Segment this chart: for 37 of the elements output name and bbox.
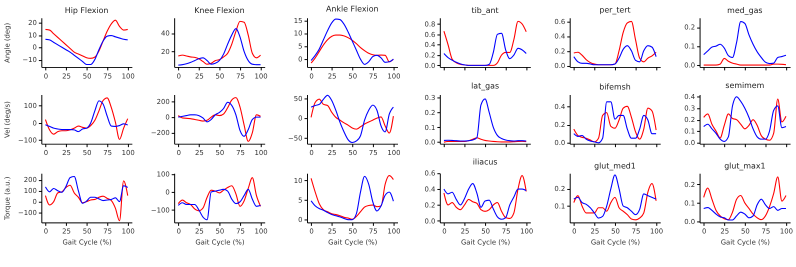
chart-title: Hip Flexion	[64, 6, 108, 15]
line-series	[310, 94, 394, 144]
line-series	[44, 176, 128, 204]
chart-title: glut_max1	[724, 161, 766, 170]
chart-title: tib_ant	[472, 6, 499, 15]
line-series	[443, 175, 527, 219]
line-series	[178, 177, 262, 212]
line-series	[310, 98, 394, 134]
chart-title: Knee Flexion	[194, 6, 245, 15]
line-series	[178, 20, 262, 65]
line-series	[703, 198, 787, 221]
line-series	[703, 20, 787, 64]
line-series	[703, 58, 787, 66]
chart-title: glut_med1	[594, 161, 636, 170]
chart-title: per_tert	[599, 6, 631, 15]
chart-title: Ankle Flexion	[326, 4, 378, 14]
line-series	[443, 98, 527, 142]
line-series	[310, 18, 394, 65]
chart-title: semimem	[725, 80, 764, 90]
line-series	[178, 188, 262, 220]
line-series	[310, 34, 394, 64]
line-series	[573, 183, 657, 220]
line-series	[44, 180, 128, 222]
line-series	[178, 28, 262, 66]
line-series	[443, 182, 527, 220]
line-series	[703, 176, 787, 220]
line-series	[573, 45, 657, 66]
chart-title: lat_gas	[471, 82, 500, 91]
chart-title: iliacus	[472, 157, 498, 166]
chart-title: med_gas	[727, 6, 762, 15]
chart-title: bifemsh	[599, 82, 631, 92]
line-series	[443, 32, 527, 66]
line-series	[573, 174, 657, 219]
line-series	[44, 97, 128, 140]
line-series	[44, 35, 128, 66]
line-series	[44, 100, 128, 132]
line-series	[44, 20, 128, 59]
